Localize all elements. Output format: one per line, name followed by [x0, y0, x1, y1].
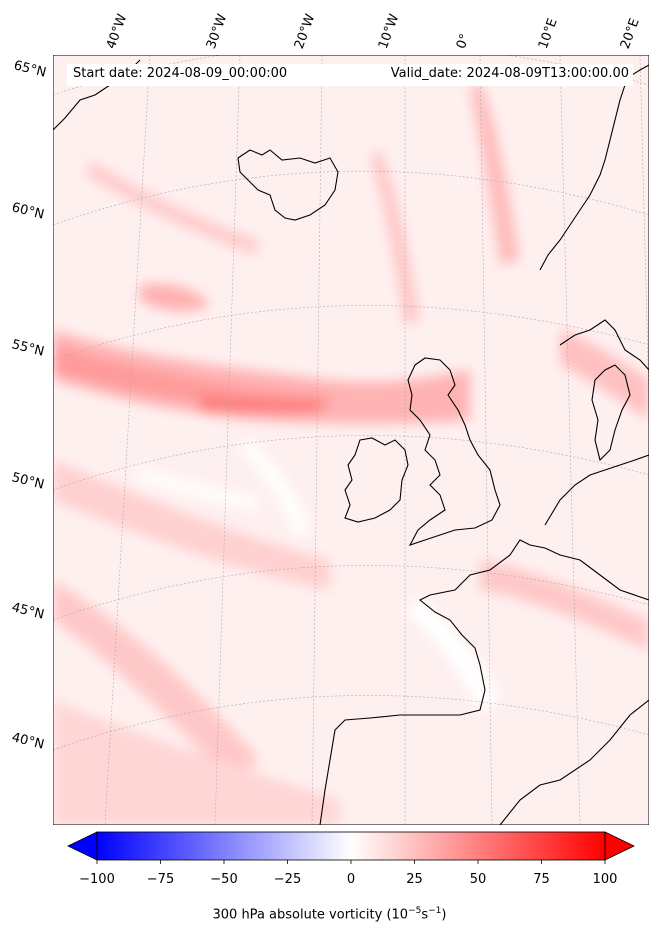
colorbar-tick-label: 0 — [346, 872, 356, 887]
colorbar-tick-label: −75 — [146, 872, 175, 887]
ireland-coast — [344, 437, 409, 523]
vorticity-field — [53, 80, 649, 825]
colorbar-label-mid: s — [421, 907, 429, 923]
continental-europe-coast — [319, 539, 649, 825]
colorbar-tick-label: 100 — [592, 872, 618, 887]
header-box — [67, 64, 633, 86]
colorbar-tick-label: 75 — [533, 872, 550, 887]
colorbar-label-exp2: −1 — [428, 906, 442, 916]
iceland-coast — [237, 149, 339, 221]
colorbar-tick-label: −50 — [210, 872, 238, 887]
colorbar-tick-label: −100 — [79, 872, 115, 887]
colorbar-label-exp1: −5 — [408, 906, 422, 916]
colorbar-gradient — [96, 831, 606, 861]
colorbar-label: 300 hPa absolute vorticity (10−5s−1) — [0, 906, 659, 922]
colorbar-tick-label: −25 — [273, 872, 302, 887]
map-panel — [53, 55, 649, 825]
start-date-label: Start date: 2024-08-09_00:00:00 — [73, 66, 288, 81]
iberia-south-coast — [499, 699, 649, 825]
great-britain-coast — [407, 357, 501, 546]
graticule — [53, 55, 649, 825]
coastlines — [53, 59, 649, 825]
colorbar-tick-marks — [96, 860, 606, 864]
colorbar-label-end: ) — [441, 907, 447, 923]
map-background — [53, 55, 649, 825]
valid-date-label: Valid_date: 2024-08-09T13:00:00.00 — [390, 66, 629, 81]
colorbar — [67, 831, 635, 864]
colorbar-label-main: 300 hPa absolute vorticity (10 — [212, 907, 409, 923]
colorbar-tick-label: 50 — [469, 872, 487, 887]
colorbar-high-extend — [604, 831, 635, 861]
denmark-coast — [591, 364, 631, 462]
sweden-coast — [559, 319, 649, 371]
colorbar-low-extend — [67, 831, 98, 861]
colorbar-tick-label: 25 — [406, 872, 423, 887]
continental-north-coast — [544, 454, 649, 526]
